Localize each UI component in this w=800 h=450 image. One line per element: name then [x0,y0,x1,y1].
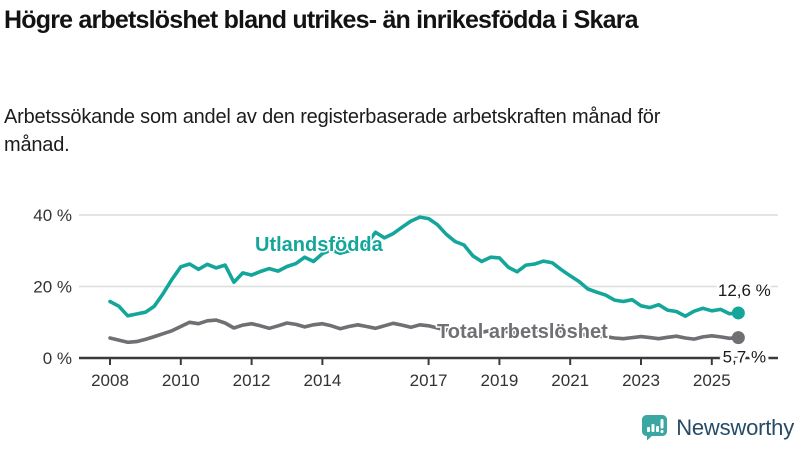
series-inline-label: Total arbetslöshet [437,321,608,343]
chart-subtitle: Arbetssökande som andel av den registerb… [4,106,661,156]
newsworthy-logo: Newsworthy [641,414,794,441]
chart-title: Högre arbetslöshet bland utrikes- än inr… [4,6,639,34]
x-tick-label: 2012 [233,371,271,390]
x-tick-label: 2010 [162,371,200,390]
x-tick-label: 2019 [480,371,518,390]
y-tick-label: 0 % [43,349,72,368]
y-tick-label: 40 % [33,206,72,225]
series-line-total [108,318,741,345]
x-tick-label: 2021 [551,371,589,390]
series-line-utlandsfodda [108,215,741,319]
x-tick-label: 2017 [410,371,448,390]
newsworthy-wordmark: Newsworthy [676,414,794,440]
x-tick-label: 2023 [622,371,660,390]
series-end-dot [731,306,745,320]
end-value-label: 5,7 % [723,348,766,367]
series-end-dot [731,331,745,345]
y-tick-label: 20 % [33,278,72,297]
end-value-label: 12,6 % [718,281,771,300]
newsworthy-chart-bubble-icon [642,415,668,441]
x-tick-label: 2014 [303,371,341,390]
series-inline-label: Utlandsfödda [255,234,384,256]
x-tick-label: 2025 [693,371,731,390]
x-tick-label: 2008 [91,371,129,390]
